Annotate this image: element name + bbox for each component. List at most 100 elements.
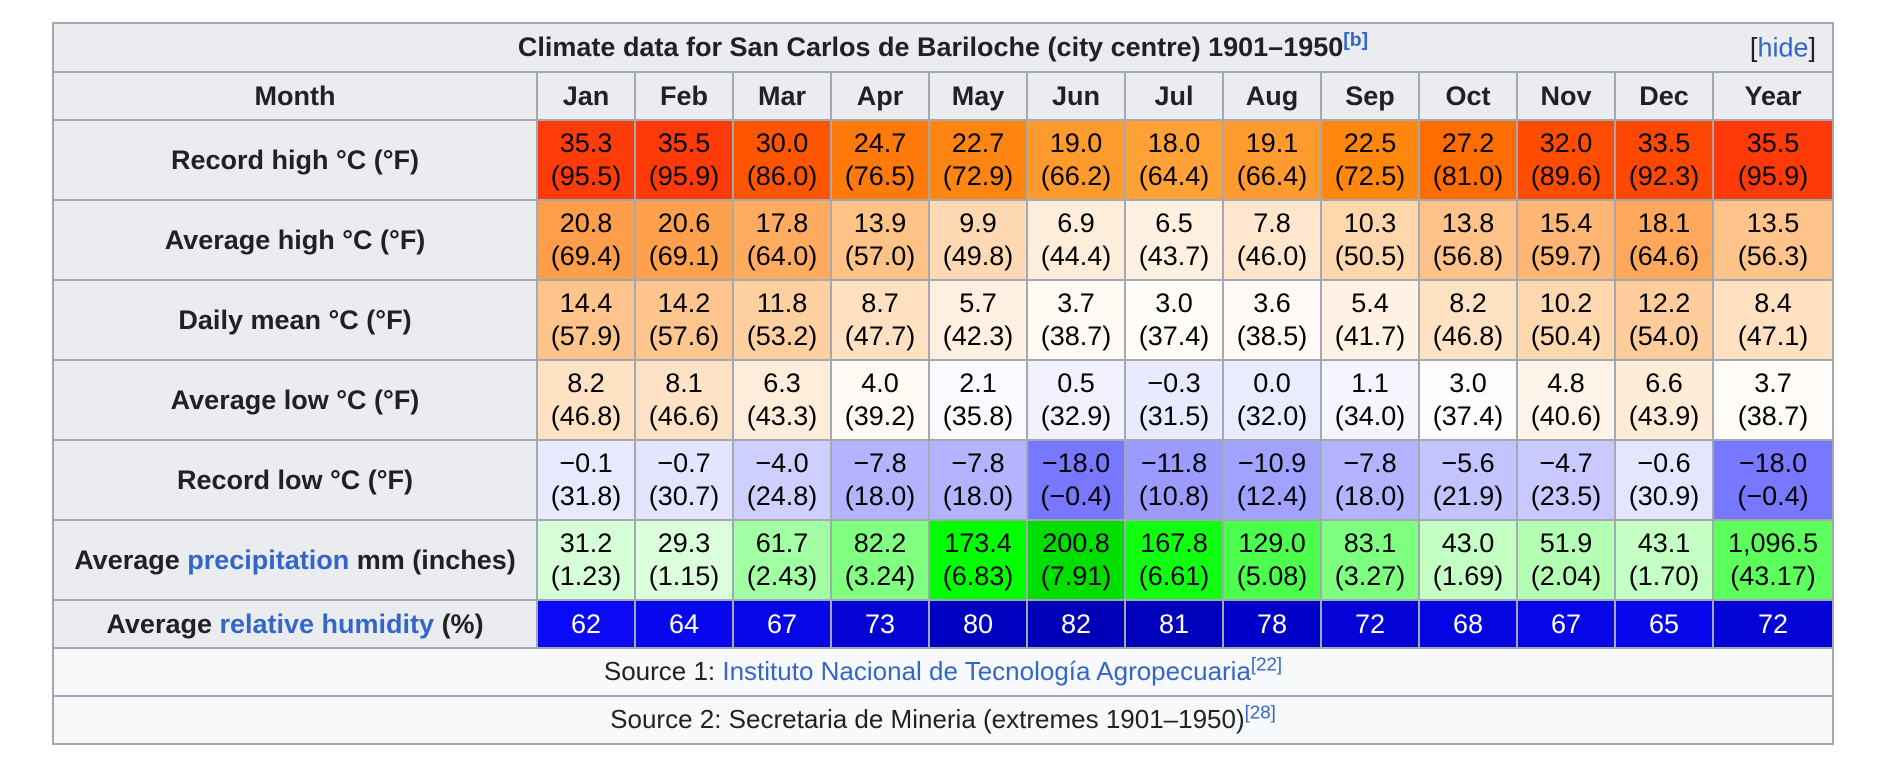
cell-average-high-mar: 17.8 (64.0) bbox=[732, 199, 832, 281]
cell-average-low-year: 3.7 (38.7) bbox=[1712, 359, 1834, 441]
celsius-value: 19.1 bbox=[1245, 128, 1299, 159]
cell-humidity-apr: 73 bbox=[830, 599, 930, 649]
cell-daily-mean-nov: 10.2 (50.4) bbox=[1516, 279, 1616, 361]
celsius-value: 80 bbox=[962, 608, 994, 639]
fahrenheit-value: (−0.4) bbox=[1737, 481, 1809, 511]
fahrenheit-value: (43.9) bbox=[1628, 401, 1700, 431]
fahrenheit-value: (57.9) bbox=[550, 321, 622, 351]
celsius-value: 72 bbox=[1354, 608, 1386, 639]
fahrenheit-value: (47.1) bbox=[1737, 321, 1809, 351]
celsius-value: 2.1 bbox=[959, 368, 997, 399]
row-label-precipitation: Average precipitation mm (inches) bbox=[52, 519, 538, 601]
fahrenheit-value: (92.3) bbox=[1628, 161, 1700, 191]
cell-precipitation-sep: 83.1 (3.27) bbox=[1320, 519, 1420, 601]
ref-28-link[interactable]: [28] bbox=[1244, 701, 1276, 723]
fahrenheit-value: (46.0) bbox=[1236, 241, 1308, 271]
hide-link[interactable]: hide bbox=[1757, 32, 1809, 63]
cell-average-high-jun: 6.9 (44.4) bbox=[1026, 199, 1126, 281]
celsius-value: 33.5 bbox=[1637, 128, 1691, 159]
cell-precipitation-nov: 51.9 (2.04) bbox=[1516, 519, 1616, 601]
cell-average-low-aug: 0.0 (32.0) bbox=[1222, 359, 1322, 441]
cell-record-high-oct: 27.2 (81.0) bbox=[1418, 119, 1518, 201]
celsius-value: 20.8 bbox=[559, 208, 613, 239]
celsius-value: 83.1 bbox=[1343, 528, 1397, 559]
fahrenheit-value: (41.7) bbox=[1334, 321, 1406, 351]
fahrenheit-value: (43.17) bbox=[1730, 561, 1816, 591]
celsius-value: 173.4 bbox=[944, 528, 1012, 559]
caption-note-link[interactable]: [b] bbox=[1343, 29, 1369, 52]
celsius-value: 7.8 bbox=[1253, 208, 1291, 239]
cell-record-low-jan: −0.1 (31.8) bbox=[536, 439, 636, 521]
table-caption: Climate data for San Carlos de Bariloche… bbox=[52, 22, 1834, 73]
fahrenheit-value: (66.2) bbox=[1040, 161, 1112, 191]
cell-average-high-jul: 6.5 (43.7) bbox=[1124, 199, 1224, 281]
cell-record-high-year: 35.5 (95.9) bbox=[1712, 119, 1834, 201]
fahrenheit-value: (35.8) bbox=[942, 401, 1014, 431]
celsius-value: 8.2 bbox=[1449, 288, 1487, 319]
fahrenheit-value: (38.7) bbox=[1737, 401, 1809, 431]
celsius-value: 35.5 bbox=[1746, 128, 1800, 159]
cell-precipitation-jan: 31.2 (1.23) bbox=[536, 519, 636, 601]
fahrenheit-value: (72.9) bbox=[942, 161, 1014, 191]
celsius-value: 15.4 bbox=[1539, 208, 1593, 239]
cell-precipitation-feb: 29.3 (1.15) bbox=[634, 519, 734, 601]
celsius-value: 0.0 bbox=[1253, 368, 1291, 399]
cell-average-high-oct: 13.8 (56.8) bbox=[1418, 199, 1518, 281]
cell-daily-mean-feb: 14.2 (57.6) bbox=[634, 279, 734, 361]
celsius-value: −0.1 bbox=[559, 448, 613, 479]
fahrenheit-value: (38.7) bbox=[1040, 321, 1112, 351]
celsius-value: 8.7 bbox=[861, 288, 899, 319]
cell-record-low-dec: −0.6 (30.9) bbox=[1614, 439, 1714, 521]
row-label-record-high: Record high °C (°F) bbox=[52, 119, 538, 201]
fahrenheit-value: (95.9) bbox=[1737, 161, 1809, 191]
cell-precipitation-oct: 43.0 (1.69) bbox=[1418, 519, 1518, 601]
cell-humidity-nov: 67 bbox=[1516, 599, 1616, 649]
celsius-value: −0.3 bbox=[1147, 368, 1201, 399]
cell-humidity-feb: 64 bbox=[634, 599, 734, 649]
source-1: Source 1: Instituto Nacional de Tecnolog… bbox=[52, 647, 1834, 697]
celsius-value: 30.0 bbox=[755, 128, 809, 159]
cell-average-low-sep: 1.1 (34.0) bbox=[1320, 359, 1420, 441]
cell-precipitation-jul: 167.8 (6.61) bbox=[1124, 519, 1224, 601]
celsius-value: 78 bbox=[1256, 608, 1288, 639]
celsius-value: 3.6 bbox=[1253, 288, 1291, 319]
fahrenheit-value: (89.6) bbox=[1530, 161, 1602, 191]
month-header-5: Jun bbox=[1026, 71, 1126, 121]
cell-record-low-oct: −5.6 (21.9) bbox=[1418, 439, 1518, 521]
fahrenheit-value: (12.4) bbox=[1236, 481, 1308, 511]
celsius-value: 73 bbox=[864, 608, 896, 639]
fahrenheit-value: (3.24) bbox=[844, 561, 916, 591]
celsius-value: 3.7 bbox=[1057, 288, 1095, 319]
ref-22-link[interactable]: [22] bbox=[1250, 653, 1283, 675]
cell-record-low-sep: −7.8 (18.0) bbox=[1320, 439, 1420, 521]
celsius-value: 27.2 bbox=[1441, 128, 1495, 159]
fahrenheit-value: (39.2) bbox=[844, 401, 916, 431]
celsius-value: 12.2 bbox=[1637, 288, 1691, 319]
fahrenheit-value: (86.0) bbox=[746, 161, 818, 191]
fahrenheit-value: (43.3) bbox=[746, 401, 818, 431]
celsius-value: 3.0 bbox=[1155, 288, 1193, 319]
cell-daily-mean-sep: 5.4 (41.7) bbox=[1320, 279, 1420, 361]
celsius-value: 4.0 bbox=[861, 368, 899, 399]
humidity-link[interactable]: relative humidity bbox=[219, 608, 435, 639]
fahrenheit-value: (6.83) bbox=[942, 561, 1014, 591]
celsius-value: 5.4 bbox=[1351, 288, 1389, 319]
fahrenheit-value: (37.4) bbox=[1432, 401, 1504, 431]
cell-humidity-jun: 82 bbox=[1026, 599, 1126, 649]
precipitation-link[interactable]: precipitation bbox=[187, 544, 350, 575]
celsius-value: 19.0 bbox=[1049, 128, 1103, 159]
fahrenheit-value: (66.4) bbox=[1236, 161, 1308, 191]
cell-daily-mean-aug: 3.6 (38.5) bbox=[1222, 279, 1322, 361]
cell-average-high-year: 13.5 (56.3) bbox=[1712, 199, 1834, 281]
inta-link[interactable]: Instituto Nacional de Tecnología Agropec… bbox=[722, 656, 1251, 687]
celsius-value: 200.8 bbox=[1042, 528, 1110, 559]
celsius-value: 6.9 bbox=[1057, 208, 1095, 239]
hide-toggle: [hide] bbox=[1749, 32, 1816, 63]
celsius-value: 24.7 bbox=[853, 128, 907, 159]
fahrenheit-value: (32.9) bbox=[1040, 401, 1112, 431]
fahrenheit-value: (64.6) bbox=[1628, 241, 1700, 271]
cell-humidity-oct: 68 bbox=[1418, 599, 1518, 649]
celsius-value: 1.1 bbox=[1351, 368, 1389, 399]
cell-humidity-jul: 81 bbox=[1124, 599, 1224, 649]
cell-record-high-jul: 18.0 (64.4) bbox=[1124, 119, 1224, 201]
